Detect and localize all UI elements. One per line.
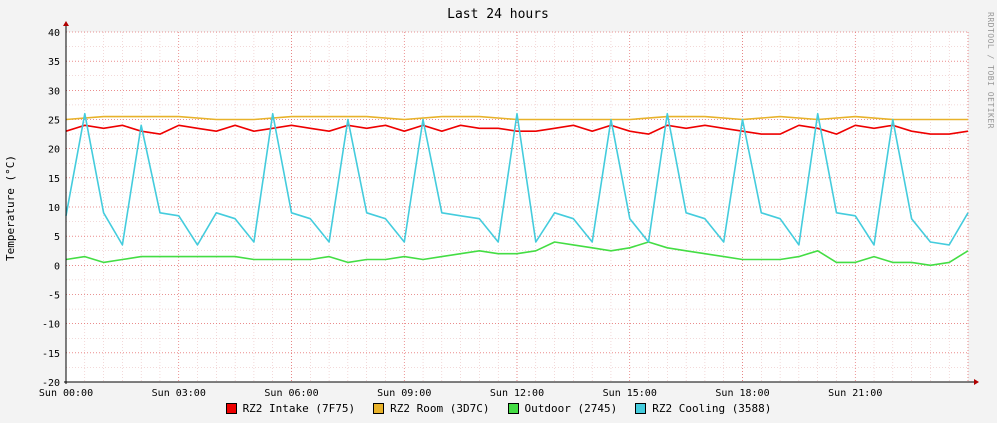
x-tick-label: Sun 03:00 xyxy=(152,388,206,399)
x-tick-label: Sun 00:00 xyxy=(39,388,93,399)
legend: RZ2 Intake (7F75) RZ2 Room (3D7C) Outdoo… xyxy=(0,402,997,415)
x-tick-label: Sun 12:00 xyxy=(490,388,544,399)
legend-swatch-intake xyxy=(225,403,237,414)
chart-title: Last 24 hours xyxy=(447,7,549,22)
y-tick-label: 20 xyxy=(48,145,60,156)
grid xyxy=(65,31,969,383)
y-axis-label: Temperature (°C) xyxy=(4,155,17,261)
legend-item-intake: RZ2 Intake (7F75) xyxy=(225,402,356,415)
legend-item-room: RZ2 Room (3D7C) xyxy=(373,402,490,415)
y-tick-label: 15 xyxy=(48,174,60,185)
y-tick-label: -15 xyxy=(42,349,60,360)
legend-swatch-room xyxy=(373,403,385,414)
y-tick-label: 5 xyxy=(54,232,60,243)
x-axis-arrow xyxy=(974,379,979,385)
y-tick-label: 0 xyxy=(54,261,60,272)
legend-item-cooling: RZ2 Cooling (3588) xyxy=(635,402,771,415)
x-tick-label: Sun 06:00 xyxy=(264,388,318,399)
axes xyxy=(63,21,979,385)
x-tick-label: Sun 09:00 xyxy=(377,388,431,399)
legend-label-room: RZ2 Room (3D7C) xyxy=(390,402,490,415)
legend-label-outdoor: Outdoor (2745) xyxy=(524,402,618,415)
legend-swatch-outdoor xyxy=(507,403,519,414)
series-line-1 xyxy=(65,115,968,121)
y-tick-label: 40 xyxy=(48,28,60,39)
x-tick-label: Sun 21:00 xyxy=(828,388,882,399)
y-tick-label: 25 xyxy=(48,116,60,127)
y-axis-arrow xyxy=(63,21,69,26)
watermark: RRDTOOL / TOBI OETIKER xyxy=(986,12,995,129)
series-line-2 xyxy=(65,241,969,267)
y-tick-label: 30 xyxy=(48,86,60,97)
legend-swatch-cooling xyxy=(635,403,647,414)
series-line-0 xyxy=(65,124,969,135)
y-tick-label: -20 xyxy=(42,378,60,389)
y-tick-label: -5 xyxy=(48,291,60,302)
y-tick-label: -10 xyxy=(42,320,60,331)
series-line-3 xyxy=(65,112,969,246)
x-tick-label: Sun 18:00 xyxy=(715,388,769,399)
x-tick-label: Sun 15:00 xyxy=(603,388,657,399)
y-tick-label: 35 xyxy=(48,57,60,68)
series-layer xyxy=(65,112,969,267)
legend-item-outdoor: Outdoor (2745) xyxy=(507,402,618,415)
legend-label-cooling: RZ2 Cooling (3588) xyxy=(652,402,772,415)
y-tick-label: 10 xyxy=(48,203,60,214)
legend-label-intake: RZ2 Intake (7F75) xyxy=(242,402,356,415)
